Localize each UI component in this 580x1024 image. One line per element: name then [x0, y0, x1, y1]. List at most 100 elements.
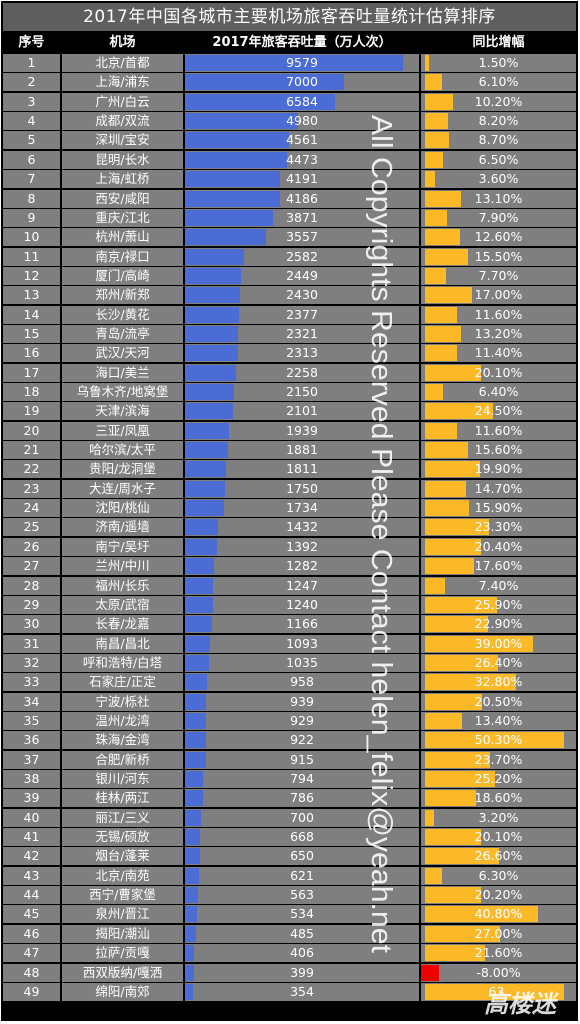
growth-bar [425, 55, 429, 71]
passengers-cell: 563 [185, 886, 419, 905]
passengers-label: 6584 [286, 93, 318, 109]
growth-bar [425, 287, 472, 304]
airport-cell: 揭阳/潮汕 [62, 924, 183, 943]
rank-cell: 3 [3, 92, 60, 111]
rank-cell: 15 [3, 324, 60, 343]
growth-label: 50.30% [474, 732, 523, 748]
passengers-label: 2449 [286, 267, 318, 283]
airport-cell: 厦门/高崎 [62, 266, 183, 285]
airport-cell: 丽江/三义 [62, 808, 183, 827]
growth-bar [425, 403, 493, 420]
growth-label: 21.60% [474, 945, 523, 961]
growth-bar [425, 867, 442, 884]
growth-cell: 20.20% [421, 886, 576, 905]
airport-cell: 南昌/昌北 [62, 634, 183, 653]
growth-bar [425, 906, 538, 923]
growth-bar [425, 790, 476, 807]
airport-cell: 沈阳/桃仙 [62, 499, 183, 518]
passengers-cell: 4980 [185, 112, 419, 131]
airport-cell: 乌鲁木齐/地窝堡 [62, 383, 183, 401]
passengers-cell: 1166 [185, 615, 419, 634]
table-row: 17 海口/美兰 2258 20.10% [3, 363, 576, 382]
growth-label: 6.40% [478, 384, 519, 399]
passengers-label: 922 [290, 732, 314, 748]
growth-bar [425, 113, 448, 130]
growth-bar [425, 809, 434, 826]
passengers-bar [185, 132, 289, 149]
growth-cell: 14.70% [421, 479, 576, 498]
table-row: 24 沈阳/桃仙 1734 15.90% [3, 499, 576, 518]
airport-cell: 北京/南苑 [62, 866, 183, 885]
growth-cell: 39.00% [421, 634, 576, 653]
table-row: 29 太原/武宿 1240 25.90% [3, 595, 576, 614]
growth-label: 25.20% [474, 771, 523, 786]
passengers-cell: 6584 [185, 92, 419, 111]
passengers-cell: 1282 [185, 557, 419, 576]
growth-label: 15.60% [474, 442, 523, 457]
table-row: 48 西双版纳/嘎洒 399 -8.00% [3, 963, 576, 982]
passengers-cell: 4473 [185, 150, 419, 169]
passengers-label: 1734 [286, 500, 318, 516]
growth-cell: 27.00% [421, 924, 576, 943]
growth-cell: 23.70% [421, 750, 576, 769]
rank-cell: 5 [3, 131, 60, 150]
passengers-label: 4473 [286, 151, 318, 167]
growth-cell: 23.30% [421, 518, 576, 537]
passengers-cell: 406 [185, 944, 419, 963]
growth-cell: 1.50% [421, 54, 576, 72]
passengers-cell: 929 [185, 711, 419, 730]
growth-cell: 63. [421, 982, 576, 1001]
passengers-label: 9579 [286, 55, 318, 70]
passengers-cell: 2582 [185, 247, 419, 266]
growth-label: 23.70% [474, 751, 523, 767]
passengers-cell: 786 [185, 789, 419, 808]
growth-bar [425, 751, 490, 768]
passengers-bar [185, 577, 213, 594]
table-row: 40 丽江/三义 700 3.20% [3, 808, 576, 827]
airport-cell: 长春/龙嘉 [62, 615, 183, 634]
table-row: 33 石家庄/正定 958 32.80% [3, 673, 576, 692]
rank-cell: 24 [3, 499, 60, 518]
growth-bar [425, 519, 489, 536]
growth-bar [425, 345, 457, 362]
passengers-cell: 1734 [185, 499, 419, 518]
growth-cell: 32.80% [421, 673, 576, 692]
passengers-bar [185, 596, 213, 613]
passengers-label: 700 [290, 809, 314, 825]
passengers-bar [185, 171, 280, 188]
growth-label: 11.60% [474, 306, 523, 322]
passengers-label: 4980 [286, 113, 318, 129]
airport-cell: 拉萨/贡嘎 [62, 944, 183, 963]
rank-cell: 25 [3, 518, 60, 537]
passengers-label: 1240 [286, 596, 318, 612]
growth-bar [425, 74, 442, 91]
growth-cell: 11.60% [421, 421, 576, 440]
growth-label: 40.80% [474, 906, 523, 922]
passengers-cell: 9579 [185, 54, 419, 72]
airport-cell: 昆明/长水 [62, 150, 183, 169]
passengers-cell: 922 [185, 731, 419, 750]
table-row: 14 长沙/黄花 2377 11.60% [3, 305, 576, 324]
growth-label: 25.90% [474, 596, 523, 612]
table-row: 35 温州/龙湾 929 13.40% [3, 711, 576, 730]
passengers-label: 2313 [286, 345, 318, 361]
growth-bar [425, 616, 488, 633]
passengers-bar [185, 925, 196, 942]
passengers-cell: 1881 [185, 441, 419, 459]
airport-cell: 郑州/新郑 [62, 286, 183, 305]
growth-cell: 13.40% [421, 711, 576, 730]
airport-cell: 呼和浩特/白塔 [62, 653, 183, 672]
passengers-bar [185, 55, 403, 71]
growth-bar [425, 654, 498, 671]
airport-cell: 无锡/硕放 [62, 828, 183, 846]
growth-label: 14.70% [474, 480, 523, 496]
rank-cell: 23 [3, 479, 60, 498]
table-row: 43 北京/南苑 621 6.30% [3, 866, 576, 885]
growth-label: 13.20% [474, 325, 523, 341]
passengers-label: 354 [290, 983, 314, 999]
rank-cell: 43 [3, 866, 60, 885]
growth-bar [425, 93, 453, 110]
growth-cell: 13.10% [421, 189, 576, 208]
growth-label: 7.90% [478, 209, 519, 225]
growth-bar [425, 325, 461, 342]
